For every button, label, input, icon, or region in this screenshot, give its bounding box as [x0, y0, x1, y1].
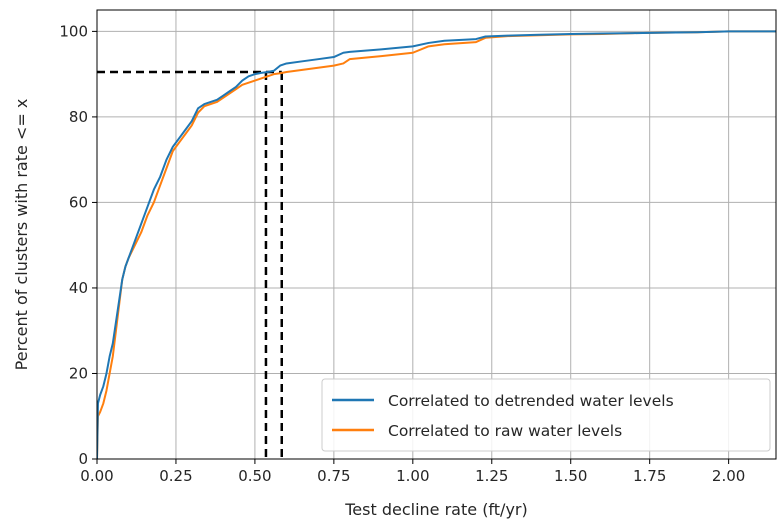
grid-lines [96, 10, 776, 460]
legend: Correlated to detrended water levels Cor… [321, 378, 771, 452]
y-tick-label: 60 [69, 193, 88, 211]
y-axis-ticks: 0 20 40 60 80 100 [59, 22, 97, 468]
reference-lines [97, 70, 284, 459]
y-tick-label: 40 [69, 279, 88, 297]
x-tick-label: 1.25 [475, 467, 508, 485]
y-tick-label: 80 [69, 108, 88, 126]
x-tick-label: 1.00 [396, 467, 429, 485]
x-tick-label: 2.00 [712, 467, 745, 485]
legend-label-raw: Correlated to raw water levels [388, 422, 622, 440]
y-tick-label: 0 [78, 450, 88, 468]
x-axis-label: Test decline rate (ft/yr) [344, 500, 527, 519]
series-lines [97, 30, 776, 459]
x-tick-label: 1.75 [633, 467, 666, 485]
legend-label-detrended: Correlated to detrended water levels [388, 392, 674, 410]
x-tick-label: 0.75 [317, 467, 350, 485]
x-tick-label: 0.00 [80, 467, 113, 485]
x-tick-label: 1.50 [554, 467, 587, 485]
x-tick-label: 0.25 [159, 467, 192, 485]
x-axis-ticks: 0.00 0.25 0.50 0.75 1.00 1.25 1.50 1.75 2.00 [80, 459, 745, 485]
legend-box [321, 378, 771, 452]
y-axis-label: Percent of clusters with rate <= x [12, 99, 31, 371]
y-tick-label: 100 [59, 22, 88, 40]
y-tick-label: 20 [69, 364, 88, 382]
x-tick-label: 0.50 [238, 467, 271, 485]
plot-frame [96, 9, 777, 460]
series-line-detrended [97, 30, 776, 459]
